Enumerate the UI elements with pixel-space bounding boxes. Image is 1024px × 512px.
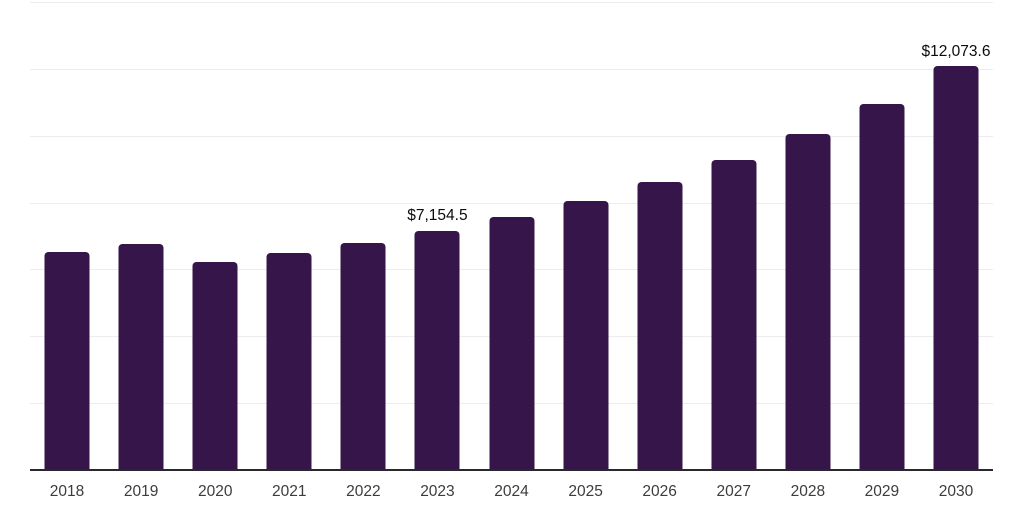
data-label-2030: $12,073.6: [921, 42, 991, 60]
bar-slot-2028: [771, 2, 845, 470]
x-tick-2022: 2022: [346, 483, 381, 500]
bar-2018: [44, 251, 90, 470]
x-tick-2027: 2027: [716, 483, 751, 500]
bar-slot-2029: [845, 2, 919, 470]
gridline-8000: [30, 202, 993, 204]
x-axis-line: [30, 469, 993, 471]
bar-slot-2021: [252, 2, 326, 470]
bar-2030: [933, 66, 979, 470]
bar-2019: [118, 244, 164, 470]
bar-2026: [637, 181, 683, 470]
bar-2021: [266, 253, 312, 470]
x-tick-2026: 2026: [642, 483, 677, 500]
bar-slot-2023: $7,154.5: [400, 2, 474, 470]
bar-slot-2024: [474, 2, 548, 470]
bar-2022: [340, 243, 386, 470]
data-label-2023: $7,154.5: [407, 207, 468, 225]
bar-slot-2025: [549, 2, 623, 470]
x-tick-2025: 2025: [568, 483, 603, 500]
bar-2027: [711, 160, 757, 470]
gridline-12000: [30, 68, 993, 70]
plot-area: $7,154.5 $12,073.6: [30, 2, 993, 471]
x-tick-2024: 2024: [494, 483, 529, 500]
bar-slot-2018: [30, 2, 104, 470]
bar-2029: [859, 103, 905, 470]
gridline-14000: [30, 2, 993, 3]
x-tick-2030: 2030: [938, 483, 974, 500]
x-axis-tick-labels: 2018 2019 2020 2021 2022 2023 2024 2025 2026 2027…: [30, 480, 993, 503]
bar-2023: [414, 230, 460, 470]
bar-slot-2030: $12,073.6: [919, 2, 993, 470]
bar-2020: [192, 261, 238, 470]
bar-slot-2019: [104, 2, 178, 470]
bar-slot-2022: [326, 2, 400, 470]
bars-container: $7,154.5 $12,073.6: [30, 2, 993, 470]
bar-2024: [489, 217, 534, 470]
x-tick-2021: 2021: [272, 483, 307, 500]
x-tick-2018: 2018: [49, 483, 85, 500]
bar-slot-2026: [623, 2, 697, 470]
bar-2028: [785, 134, 831, 470]
bar-slot-2027: [697, 2, 771, 470]
x-tick-2028: 2028: [790, 483, 826, 500]
x-tick-2029: 2029: [864, 483, 900, 500]
x-tick-2019: 2019: [123, 483, 159, 500]
gridline-10000: [30, 135, 993, 137]
x-tick-2023: 2023: [420, 483, 455, 500]
bar-slot-2020: [178, 2, 252, 470]
bar-2025: [563, 200, 609, 470]
x-tick-2020: 2020: [197, 483, 233, 500]
